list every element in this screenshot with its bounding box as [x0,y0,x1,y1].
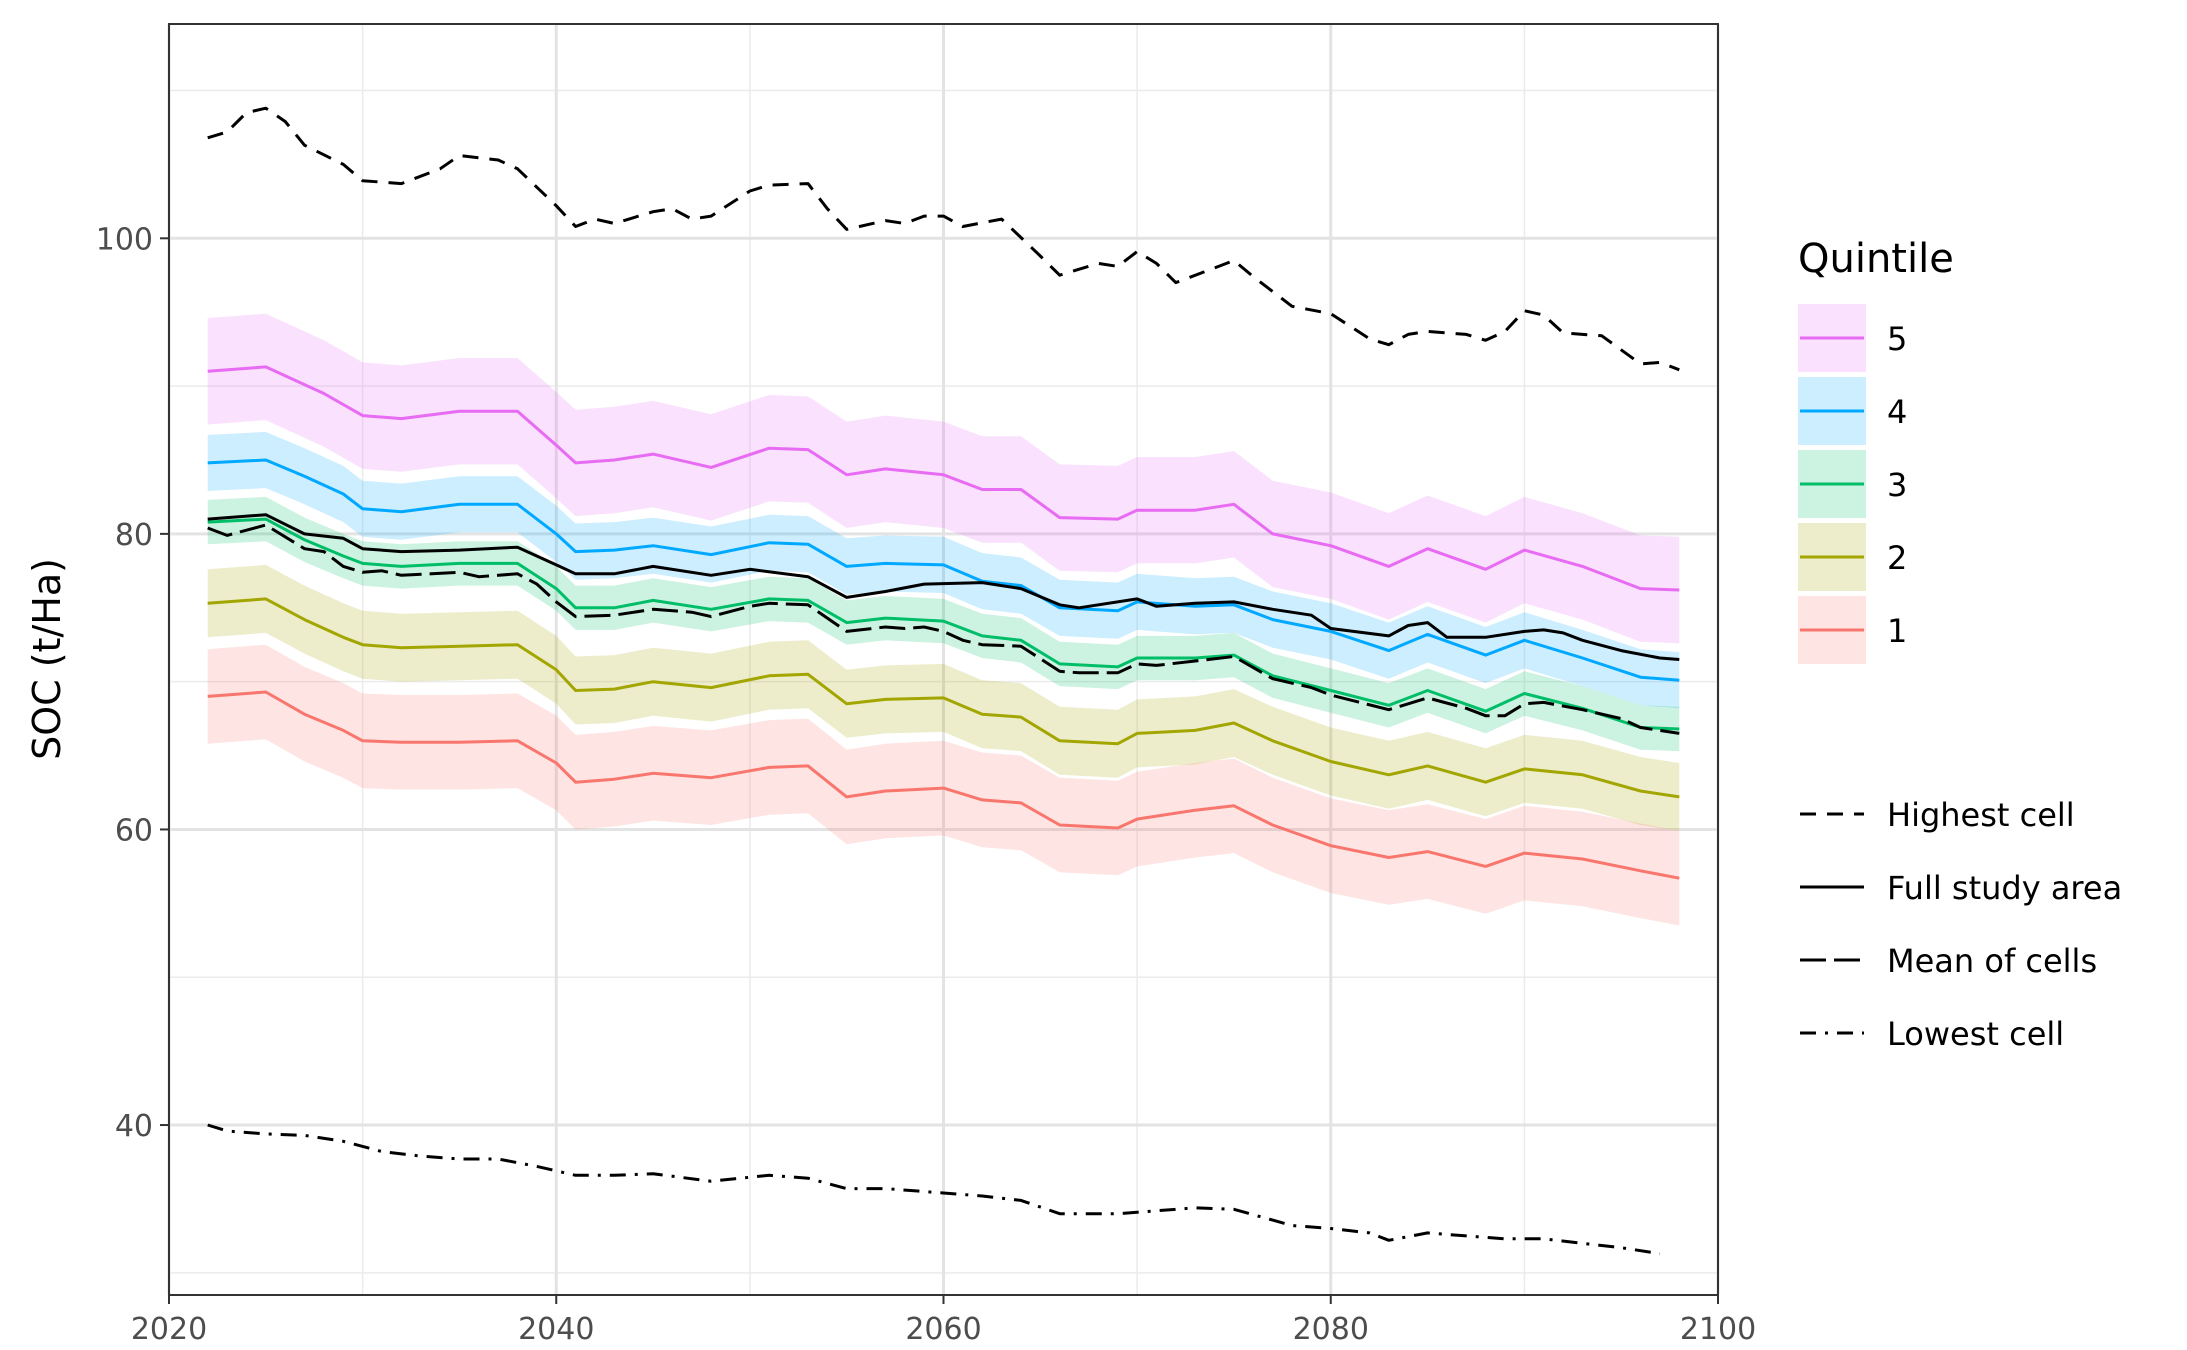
legend-item-quintile-5: 5 [1798,304,1907,372]
band-quintile-4 [207,431,1680,709]
line-mean-of-cells [207,523,1680,735]
legend-label: Mean of cells [1887,942,2097,980]
y-axis: 40 60 80 100 [96,222,169,1144]
band-quintile-5 [207,313,1680,644]
line-quintile-2 [207,597,1680,799]
legend-item-quintile-4: 4 [1798,377,1907,445]
legend-item-quintile-1: 1 [1798,596,1907,664]
line-quintile-1 [207,690,1680,880]
y-tick-label: 80 [115,518,153,553]
y-tick-label: 40 [115,1109,153,1144]
line-highest-cell [207,106,1680,372]
legend-label: 1 [1887,612,1907,650]
legend: Quintile 5 4 3 2 1 Highest cell Full study are… [1798,236,2122,1053]
legend-label: Highest cell [1887,796,2075,834]
line-quintile-4 [207,458,1680,682]
line-quintile-5 [207,365,1680,592]
series-lines [207,106,1680,1256]
legend-title: Quintile [1798,236,1954,282]
y-axis-title: SOC (t/Ha) [25,558,69,760]
legend-item-highest-cell: Highest cell [1800,796,2075,834]
x-tick-label: 2100 [1680,1312,1756,1347]
legend-label: Lowest cell [1887,1015,2064,1053]
legend-label: 4 [1887,393,1907,431]
legend-item-mean-of-cells: Mean of cells [1800,942,2097,980]
line-quintile-3 [207,517,1680,731]
x-tick-label: 2020 [131,1312,207,1347]
legend-label: 2 [1887,539,1907,577]
y-tick-label: 60 [115,813,153,848]
line-lowest-cell [207,1123,1661,1256]
y-tick-label: 100 [96,222,153,257]
band-quintile-1 [207,644,1680,926]
legend-label: 3 [1887,466,1907,504]
legend-label: Full study area [1887,869,2122,907]
legend-item-quintile-2: 2 [1798,523,1907,591]
legend-label: 5 [1887,320,1907,358]
x-tick-label: 2080 [1293,1312,1369,1347]
x-axis: 2020 2040 2060 2080 2100 [131,1295,1756,1347]
x-tick-label: 2040 [518,1312,594,1347]
legend-item-lowest-cell: Lowest cell [1800,1015,2064,1053]
legend-item-full-study-area: Full study area [1800,869,2122,907]
line-full-study-area [207,513,1680,661]
legend-item-quintile-3: 3 [1798,450,1907,518]
x-tick-label: 2060 [905,1312,981,1347]
